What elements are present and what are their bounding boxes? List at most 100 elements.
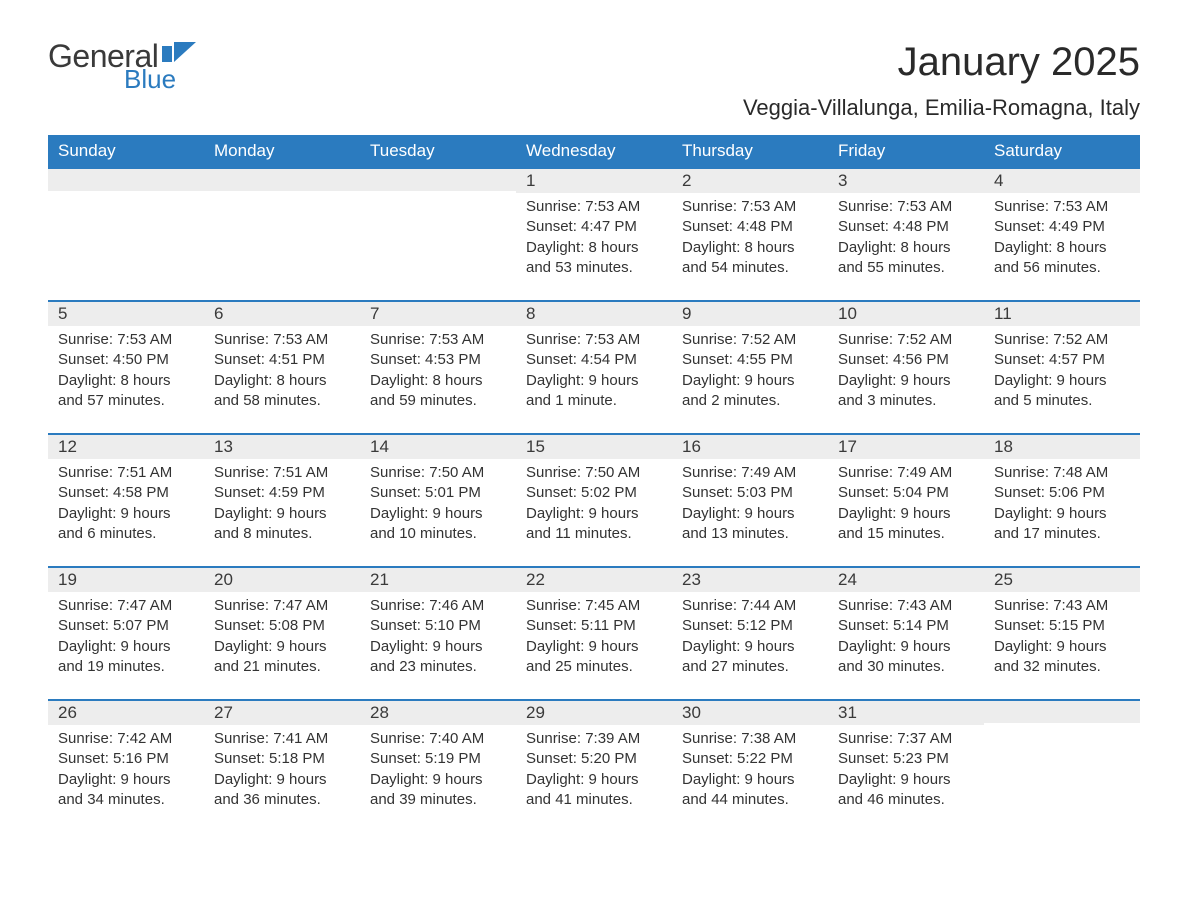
sunset-line: Sunset: 5:10 PM: [370, 616, 506, 636]
calendar-day-cell: 1Sunrise: 7:53 AMSunset: 4:47 PMDaylight…: [516, 168, 672, 301]
day-number: [204, 169, 360, 191]
daylight-line: and 53 minutes.: [526, 258, 662, 278]
calendar-day-cell: 6Sunrise: 7:53 AMSunset: 4:51 PMDaylight…: [204, 301, 360, 434]
day-body: Sunrise: 7:50 AMSunset: 5:01 PMDaylight:…: [360, 459, 516, 566]
day-body: Sunrise: 7:40 AMSunset: 5:19 PMDaylight:…: [360, 725, 516, 832]
daylight-line: and 58 minutes.: [214, 391, 350, 411]
calendar-day-cell: 12Sunrise: 7:51 AMSunset: 4:58 PMDayligh…: [48, 434, 204, 567]
daylight-line: Daylight: 9 hours: [838, 637, 974, 657]
day-body: Sunrise: 7:42 AMSunset: 5:16 PMDaylight:…: [48, 725, 204, 832]
sunrise-line: Sunrise: 7:52 AM: [682, 330, 818, 350]
day-body: [204, 191, 360, 287]
sunrise-line: Sunrise: 7:53 AM: [370, 330, 506, 350]
calendar-day-cell: 10Sunrise: 7:52 AMSunset: 4:56 PMDayligh…: [828, 301, 984, 434]
daylight-line: and 36 minutes.: [214, 790, 350, 810]
daylight-line: and 34 minutes.: [58, 790, 194, 810]
daylight-line: and 27 minutes.: [682, 657, 818, 677]
daylight-line: Daylight: 9 hours: [370, 504, 506, 524]
sunrise-line: Sunrise: 7:48 AM: [994, 463, 1130, 483]
day-header: Monday: [204, 135, 360, 168]
calendar-day-cell: 28Sunrise: 7:40 AMSunset: 5:19 PMDayligh…: [360, 700, 516, 832]
daylight-line: and 10 minutes.: [370, 524, 506, 544]
sunrise-line: Sunrise: 7:44 AM: [682, 596, 818, 616]
sunset-line: Sunset: 5:11 PM: [526, 616, 662, 636]
day-body: Sunrise: 7:53 AMSunset: 4:51 PMDaylight:…: [204, 326, 360, 433]
daylight-line: and 44 minutes.: [682, 790, 818, 810]
daylight-line: and 55 minutes.: [838, 258, 974, 278]
daylight-line: and 32 minutes.: [994, 657, 1130, 677]
day-number: 7: [360, 302, 516, 326]
day-number: 9: [672, 302, 828, 326]
day-number: 24: [828, 568, 984, 592]
calendar-day-cell: 13Sunrise: 7:51 AMSunset: 4:59 PMDayligh…: [204, 434, 360, 567]
sunrise-line: Sunrise: 7:38 AM: [682, 729, 818, 749]
day-number: 28: [360, 701, 516, 725]
day-header: Friday: [828, 135, 984, 168]
sunset-line: Sunset: 4:48 PM: [682, 217, 818, 237]
sunrise-line: Sunrise: 7:49 AM: [838, 463, 974, 483]
sunset-line: Sunset: 5:12 PM: [682, 616, 818, 636]
sunset-line: Sunset: 4:55 PM: [682, 350, 818, 370]
day-body: Sunrise: 7:53 AMSunset: 4:48 PMDaylight:…: [828, 193, 984, 300]
sunset-line: Sunset: 5:01 PM: [370, 483, 506, 503]
sunrise-line: Sunrise: 7:53 AM: [526, 330, 662, 350]
calendar-day-cell: 31Sunrise: 7:37 AMSunset: 5:23 PMDayligh…: [828, 700, 984, 832]
sunrise-line: Sunrise: 7:41 AM: [214, 729, 350, 749]
day-header: Thursday: [672, 135, 828, 168]
day-header: Sunday: [48, 135, 204, 168]
calendar-day-cell: 26Sunrise: 7:42 AMSunset: 5:16 PMDayligh…: [48, 700, 204, 832]
sunset-line: Sunset: 5:02 PM: [526, 483, 662, 503]
day-header: Tuesday: [360, 135, 516, 168]
sunset-line: Sunset: 5:14 PM: [838, 616, 974, 636]
day-number: [48, 169, 204, 191]
calendar-day-cell: 18Sunrise: 7:48 AMSunset: 5:06 PMDayligh…: [984, 434, 1140, 567]
calendar-day-cell: 11Sunrise: 7:52 AMSunset: 4:57 PMDayligh…: [984, 301, 1140, 434]
daylight-line: Daylight: 9 hours: [214, 770, 350, 790]
day-number: 30: [672, 701, 828, 725]
day-number: 31: [828, 701, 984, 725]
sunset-line: Sunset: 5:16 PM: [58, 749, 194, 769]
sunrise-line: Sunrise: 7:46 AM: [370, 596, 506, 616]
daylight-line: Daylight: 9 hours: [526, 504, 662, 524]
daylight-line: Daylight: 9 hours: [58, 504, 194, 524]
daylight-line: Daylight: 9 hours: [214, 504, 350, 524]
day-number: 12: [48, 435, 204, 459]
day-number: 10: [828, 302, 984, 326]
calendar-day-cell: 8Sunrise: 7:53 AMSunset: 4:54 PMDaylight…: [516, 301, 672, 434]
calendar-day-cell: 22Sunrise: 7:45 AMSunset: 5:11 PMDayligh…: [516, 567, 672, 700]
day-header: Saturday: [984, 135, 1140, 168]
daylight-line: and 56 minutes.: [994, 258, 1130, 278]
calendar-week-row: 12Sunrise: 7:51 AMSunset: 4:58 PMDayligh…: [48, 434, 1140, 567]
calendar-day-cell: 24Sunrise: 7:43 AMSunset: 5:14 PMDayligh…: [828, 567, 984, 700]
day-body: Sunrise: 7:53 AMSunset: 4:53 PMDaylight:…: [360, 326, 516, 433]
calendar-header-row: SundayMondayTuesdayWednesdayThursdayFrid…: [48, 135, 1140, 168]
daylight-line: Daylight: 9 hours: [526, 371, 662, 391]
sunrise-line: Sunrise: 7:40 AM: [370, 729, 506, 749]
calendar-day-cell: 27Sunrise: 7:41 AMSunset: 5:18 PMDayligh…: [204, 700, 360, 832]
day-body: Sunrise: 7:49 AMSunset: 5:04 PMDaylight:…: [828, 459, 984, 566]
location-subtitle: Veggia-Villalunga, Emilia-Romagna, Italy: [743, 95, 1140, 121]
calendar-day-cell: 30Sunrise: 7:38 AMSunset: 5:22 PMDayligh…: [672, 700, 828, 832]
sunset-line: Sunset: 5:23 PM: [838, 749, 974, 769]
daylight-line: Daylight: 9 hours: [994, 504, 1130, 524]
sunset-line: Sunset: 4:51 PM: [214, 350, 350, 370]
daylight-line: and 2 minutes.: [682, 391, 818, 411]
day-body: Sunrise: 7:52 AMSunset: 4:56 PMDaylight:…: [828, 326, 984, 433]
sunset-line: Sunset: 4:56 PM: [838, 350, 974, 370]
daylight-line: and 1 minute.: [526, 391, 662, 411]
daylight-line: Daylight: 9 hours: [58, 770, 194, 790]
calendar-day-cell: [360, 168, 516, 301]
daylight-line: Daylight: 9 hours: [526, 770, 662, 790]
day-body: Sunrise: 7:49 AMSunset: 5:03 PMDaylight:…: [672, 459, 828, 566]
daylight-line: Daylight: 9 hours: [526, 637, 662, 657]
day-body: Sunrise: 7:46 AMSunset: 5:10 PMDaylight:…: [360, 592, 516, 699]
day-number: 2: [672, 169, 828, 193]
daylight-line: and 5 minutes.: [994, 391, 1130, 411]
calendar-day-cell: 7Sunrise: 7:53 AMSunset: 4:53 PMDaylight…: [360, 301, 516, 434]
daylight-line: and 46 minutes.: [838, 790, 974, 810]
daylight-line: Daylight: 9 hours: [838, 371, 974, 391]
sunset-line: Sunset: 5:18 PM: [214, 749, 350, 769]
daylight-line: Daylight: 9 hours: [994, 637, 1130, 657]
day-number: 14: [360, 435, 516, 459]
brand-logo: General Blue: [48, 40, 196, 92]
